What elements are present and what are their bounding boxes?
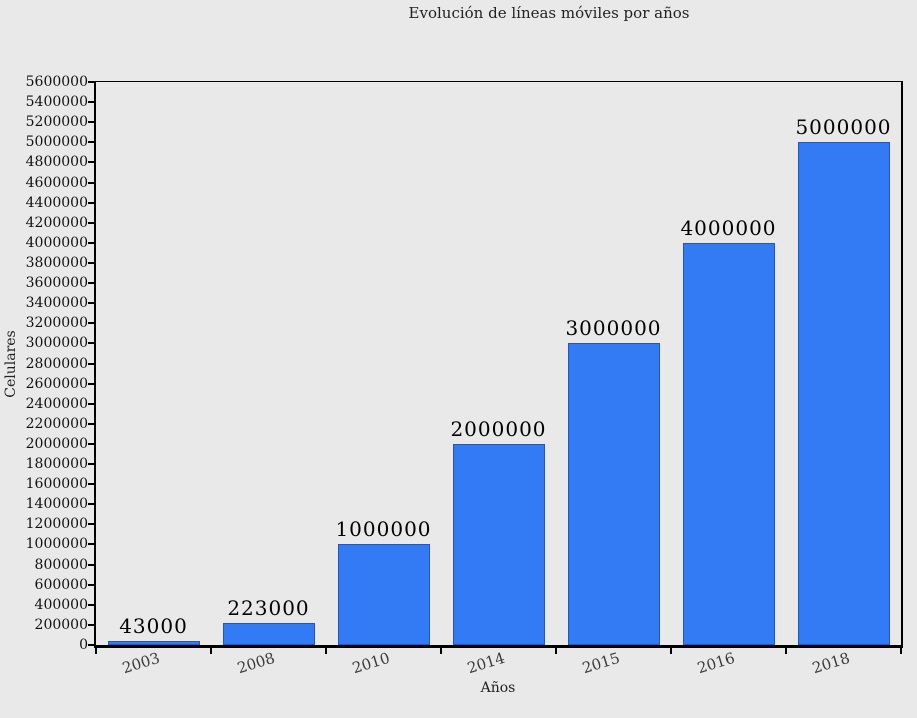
y-axis-tick-label: 5000000: [25, 134, 88, 151]
y-axis-tick: [88, 342, 94, 345]
y-axis-tick-label: 3200000: [25, 315, 88, 332]
bar-2010: [337, 544, 430, 645]
x-axis-tick: [900, 648, 902, 654]
bar-value-label-2016: 4000000: [680, 215, 777, 240]
x-axis-tick-label-2008: 2008: [234, 648, 277, 678]
y-axis-tick: [88, 141, 94, 144]
y-axis-tick: [88, 523, 94, 526]
y-axis-tick-label: 600000: [34, 576, 88, 593]
chart-title: Evolución de líneas móviles por años: [408, 4, 690, 22]
bar-2008: [222, 622, 315, 645]
bar-2015: [567, 343, 660, 645]
y-axis-tick: [88, 261, 94, 264]
y-axis-tick-label: 0: [79, 637, 88, 653]
y-axis-tick: [88, 362, 94, 365]
y-axis-tick-label: 3800000: [25, 254, 88, 271]
y-axis-tick: [88, 221, 94, 224]
y-axis-tick: [88, 483, 94, 486]
y-axis-tick: [88, 181, 94, 184]
bar-value-label-2018: 5000000: [795, 115, 892, 140]
y-axis-tick-label: 1200000: [25, 516, 88, 533]
y-axis-tick: [88, 241, 94, 244]
x-axis-tick-label-2015: 2015: [579, 648, 622, 678]
x-axis-tick-label-2018: 2018: [809, 648, 852, 678]
y-axis-tick: [88, 623, 94, 626]
y-axis-tick-label: 4200000: [25, 214, 88, 231]
x-axis-title: Años: [480, 680, 516, 696]
bar-value-label-2010: 1000000: [335, 517, 432, 542]
y-axis-tick: [88, 442, 94, 445]
y-axis-tick-label: 3400000: [25, 295, 88, 312]
y-axis-tick-label: 1800000: [25, 456, 88, 473]
y-axis-tick: [88, 563, 94, 566]
y-axis-tick: [88, 282, 94, 285]
x-axis-tick: [325, 648, 327, 654]
y-axis-tick: [88, 201, 94, 204]
x-axis-tick-label-2014: 2014: [464, 648, 507, 678]
y-axis-tick-label: 2600000: [25, 375, 88, 392]
x-axis-tick: [555, 648, 557, 654]
y-axis-tick: [88, 382, 94, 385]
y-axis-tick-label: 2400000: [25, 395, 88, 412]
y-axis-tick-label: 2800000: [25, 355, 88, 372]
y-axis-tick-label: 3600000: [25, 275, 88, 292]
plot-area: 43000 223000 1000000 2000000 3000000 4000000 5…: [88, 81, 903, 654]
y-axis-tick: [88, 121, 94, 124]
bar-2003: [107, 640, 200, 645]
x-axis-tick: [210, 648, 212, 654]
y-axis-tick: [88, 583, 94, 586]
x-axis-tick-label-2003: 2003: [119, 648, 162, 678]
y-axis-tick-label: 4800000: [25, 154, 88, 171]
bar-2014: [452, 443, 545, 645]
x-axis-tick: [670, 648, 672, 654]
y-axis-tick: [88, 81, 94, 83]
y-axis-tick-label: 5200000: [25, 114, 88, 131]
y-axis-tick: [88, 503, 94, 506]
bar-2016: [682, 242, 775, 645]
x-axis-tick: [785, 648, 787, 654]
x-axis-tick: [440, 648, 442, 654]
bar-2018: [797, 142, 890, 645]
y-axis-tick: [88, 161, 94, 164]
y-axis-tick-label: 3000000: [25, 335, 88, 352]
bar-value-label-2014: 2000000: [450, 416, 547, 441]
y-axis-tick-label: 2200000: [25, 415, 88, 432]
y-axis-tick-label: 5400000: [25, 94, 88, 111]
x-axis-tick: [95, 648, 97, 654]
bar-value-label-2003: 43000: [119, 613, 188, 638]
y-axis-tick: [88, 644, 94, 646]
y-axis-tick-label: 200000: [34, 616, 88, 633]
y-axis-tick-label: 1400000: [25, 496, 88, 513]
y-axis-tick-label: 4400000: [25, 194, 88, 211]
y-axis-tick: [88, 422, 94, 425]
x-axis-tick-label-2016: 2016: [694, 648, 737, 678]
y-axis-tick: [88, 543, 94, 546]
y-axis-tick: [88, 402, 94, 405]
x-axis-tick-label-2010: 2010: [349, 648, 392, 678]
y-axis-tick-label: 2000000: [25, 435, 88, 452]
y-axis-tick: [88, 101, 94, 104]
bar-value-label-2008: 223000: [227, 595, 310, 620]
bar-value-label-2015: 3000000: [565, 316, 662, 341]
y-axis-tick: [88, 603, 94, 606]
y-axis-tick: [88, 302, 94, 305]
y-axis-tick-label: 4600000: [25, 174, 88, 191]
y-axis-tick-label: 800000: [34, 556, 88, 573]
y-axis-tick-label: 1000000: [25, 536, 88, 553]
y-axis-tick: [88, 463, 94, 466]
y-axis-tick-label: 1600000: [25, 476, 88, 493]
y-axis-tick-label: 400000: [34, 596, 88, 613]
y-axis-tick-label: 5600000: [25, 74, 88, 90]
y-axis-tick: [88, 322, 94, 325]
y-axis-tick-label: 4000000: [25, 234, 88, 251]
